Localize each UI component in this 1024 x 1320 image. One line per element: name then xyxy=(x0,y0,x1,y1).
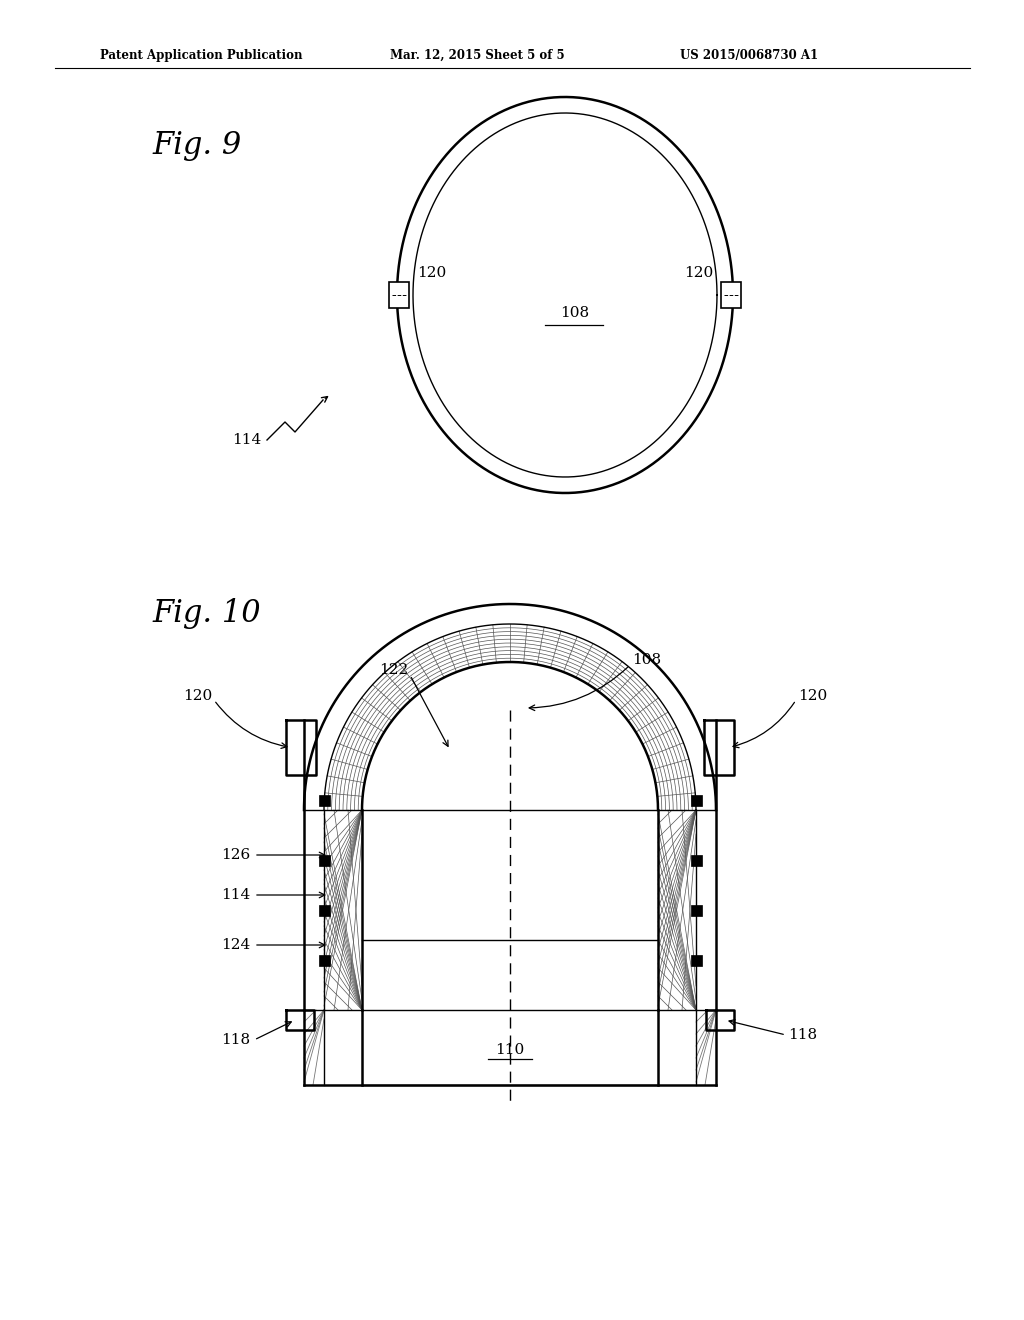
Text: 120: 120 xyxy=(182,689,212,704)
Text: 120: 120 xyxy=(798,689,827,704)
Text: 114: 114 xyxy=(231,433,261,447)
Text: Mar. 12, 2015 Sheet 5 of 5: Mar. 12, 2015 Sheet 5 of 5 xyxy=(390,49,564,62)
Text: 118: 118 xyxy=(788,1028,817,1041)
Bar xyxy=(318,904,330,916)
Text: Fig. 9: Fig. 9 xyxy=(152,129,242,161)
Text: 120: 120 xyxy=(417,267,446,280)
Text: 124: 124 xyxy=(221,939,250,952)
Text: Fig. 10: Fig. 10 xyxy=(152,598,261,630)
Text: Patent Application Publication: Patent Application Publication xyxy=(100,49,302,62)
Text: 126: 126 xyxy=(221,847,250,862)
Text: 108: 108 xyxy=(632,653,662,667)
Text: 114: 114 xyxy=(221,888,250,902)
Bar xyxy=(318,954,330,965)
Text: 120: 120 xyxy=(684,267,713,280)
Bar xyxy=(721,282,741,308)
Bar xyxy=(318,795,330,805)
Text: 122: 122 xyxy=(379,663,408,677)
Text: 108: 108 xyxy=(560,306,590,319)
Bar xyxy=(690,954,701,965)
Bar xyxy=(690,854,701,866)
Bar xyxy=(690,904,701,916)
Text: 110: 110 xyxy=(496,1043,524,1057)
Bar xyxy=(318,854,330,866)
Bar xyxy=(690,795,701,805)
Text: 118: 118 xyxy=(221,1034,250,1047)
Text: US 2015/0068730 A1: US 2015/0068730 A1 xyxy=(680,49,818,62)
Bar xyxy=(389,282,409,308)
